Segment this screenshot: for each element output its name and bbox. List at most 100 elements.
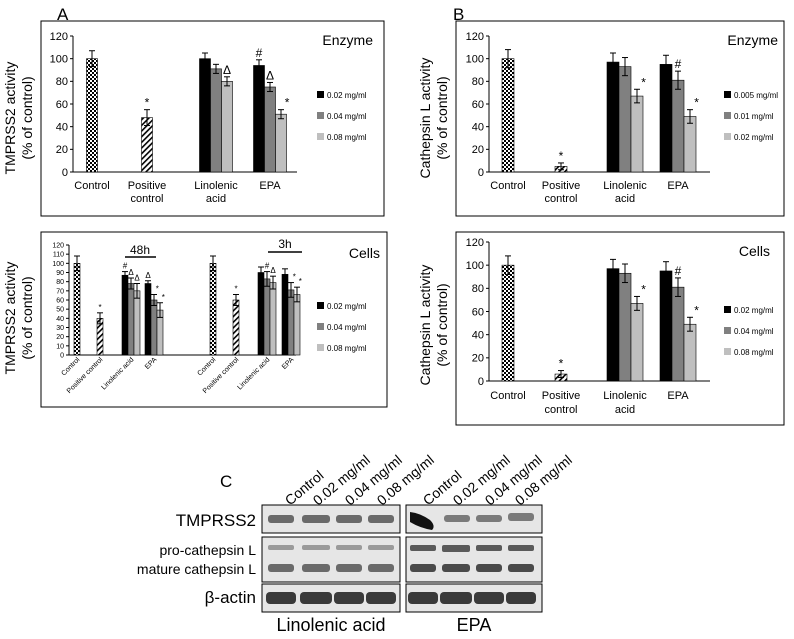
x-tick-label: EPA	[144, 356, 159, 371]
x-tick-label: EPA	[667, 180, 689, 192]
bar	[264, 86, 276, 173]
y-tick-label: 120	[50, 31, 68, 43]
band	[368, 545, 394, 550]
significance-mark: *	[641, 75, 646, 89]
significance-mark: #	[265, 262, 270, 271]
x-tick-label: Control	[196, 356, 217, 377]
bar	[269, 282, 277, 356]
band	[408, 592, 438, 604]
y-tick-label: 0	[478, 167, 484, 179]
band	[508, 545, 534, 551]
band	[268, 564, 294, 572]
significance-mark: #	[675, 57, 682, 71]
bar	[210, 68, 222, 173]
legend-swatch	[724, 306, 731, 313]
bar	[257, 272, 265, 356]
x-tick-label: Control	[490, 180, 525, 192]
ylabel-line1: TMPRSS2 activity	[2, 62, 18, 175]
title-a-enzyme: Enzyme	[322, 32, 373, 48]
bar	[275, 113, 287, 173]
significance-mark: *	[162, 293, 165, 302]
legend-label: 0.04 mg/ml	[734, 327, 774, 336]
x-tick-label: Linolenic	[603, 390, 647, 402]
x-tick-label: EPA	[667, 390, 689, 402]
bar	[659, 64, 673, 173]
y-tick-label: 100	[466, 54, 484, 66]
significance-mark: #	[675, 264, 682, 278]
panel-label-c: C	[220, 472, 232, 491]
band	[508, 564, 534, 572]
significance-mark: *	[299, 277, 302, 286]
y-tick-label: 0	[478, 376, 484, 388]
blot-strip-tmprss2	[405, 504, 543, 534]
ylabel-b-cells: Cathepsin L activity (% of control)	[417, 265, 450, 386]
y-tick-label: 80	[56, 279, 64, 286]
x-tick-label: Control	[490, 390, 525, 402]
bar	[209, 263, 217, 356]
y-tick-label: 50	[56, 307, 64, 314]
bar	[199, 58, 211, 173]
row-label-beta-actin: β-actin	[205, 588, 256, 607]
bar	[281, 274, 289, 356]
legend-label: 0.02 mg/ml	[327, 91, 367, 100]
band	[410, 545, 436, 551]
x-tick-label: acid	[615, 193, 635, 205]
bar	[253, 65, 265, 173]
significance-mark: *	[694, 96, 699, 110]
ylabel-b-enzyme: Cathepsin L activity (% of control)	[417, 58, 450, 179]
bar	[263, 278, 271, 356]
band	[474, 592, 504, 604]
y-tick-label: 30	[56, 325, 64, 332]
band	[506, 592, 536, 604]
y-tick-label: 100	[50, 54, 68, 66]
y-tick-label: 70	[56, 288, 64, 295]
bar	[501, 264, 515, 382]
significance-mark: *	[156, 285, 159, 294]
bar	[127, 283, 135, 356]
bar	[232, 299, 240, 356]
blot-group-epa: EPA	[457, 615, 492, 635]
panel-label-a: A	[57, 5, 69, 24]
band	[476, 564, 502, 572]
bar	[501, 58, 515, 173]
row-label-pro-cathepsin: pro-cathepsin L	[159, 542, 256, 558]
western-blot: Control 0.02 mg/ml 0.04 mg/ml 0.08 mg/ml…	[137, 452, 575, 635]
bar	[659, 270, 673, 382]
legend-swatch	[317, 112, 324, 119]
band	[302, 545, 330, 550]
x-tick-label: control	[544, 404, 577, 416]
y-tick-label: 90	[56, 270, 64, 277]
y-tick-label: 20	[472, 144, 484, 156]
blot-strips-epa	[405, 504, 543, 613]
legend-label: 0.04 mg/ml	[327, 323, 367, 332]
band	[268, 515, 294, 523]
legend-label: 0.08 mg/ml	[327, 133, 367, 142]
blot-group-linolenic: Linolenic acid	[276, 615, 385, 635]
time-label-3h: 3h	[278, 237, 291, 251]
legend-swatch	[724, 327, 731, 334]
legend-swatch	[317, 344, 324, 351]
band	[302, 515, 330, 523]
legend-swatch	[317, 323, 324, 330]
y-tick-label: 80	[472, 76, 484, 88]
blot-strip-cathepsin	[405, 536, 543, 583]
y-tick-label: 0	[60, 352, 64, 359]
significance-mark: *	[694, 303, 699, 317]
y-tick-label: 80	[56, 76, 68, 88]
x-tick-label: EPA	[259, 180, 281, 192]
significance-mark: #	[256, 46, 263, 60]
band	[336, 515, 362, 523]
band	[410, 564, 436, 572]
x-tick-label: control	[544, 193, 577, 205]
bar	[671, 286, 685, 382]
legend-label: 0.02 mg/ml	[734, 133, 774, 142]
legend-label: 0.08 mg/ml	[734, 348, 774, 357]
band	[300, 592, 332, 604]
ylabel-line1: Cathepsin L activity	[417, 265, 433, 386]
row-label-mature-cathepsin: mature cathepsin L	[137, 561, 256, 577]
legend-label: 0.02 mg/ml	[734, 306, 774, 315]
y-tick-label: 110	[53, 252, 64, 259]
legend-swatch	[317, 133, 324, 140]
bar	[606, 61, 620, 173]
